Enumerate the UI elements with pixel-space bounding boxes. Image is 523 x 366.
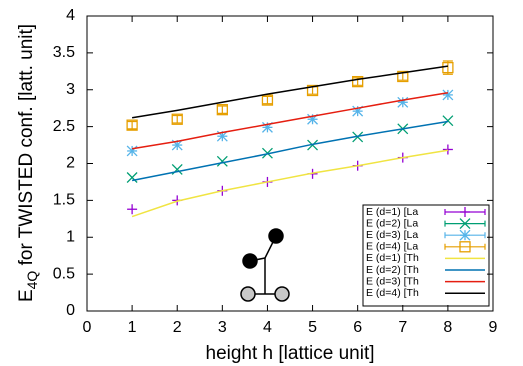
marker xyxy=(216,130,228,142)
marker xyxy=(442,115,454,127)
error-bar xyxy=(127,120,138,130)
legend-label: E (d=2) [Th xyxy=(366,264,419,276)
x-tick-label: 2 xyxy=(173,319,182,336)
y-label-rest: for TWISTED conf. [latt. unit] xyxy=(16,24,37,271)
marker xyxy=(126,172,138,183)
marker-stroke xyxy=(171,139,183,151)
error-bar xyxy=(262,95,273,105)
marker-square xyxy=(459,241,471,253)
legend-label: E (d=3) [Th xyxy=(366,275,419,287)
legend-marker xyxy=(460,207,470,217)
marker-square xyxy=(126,119,138,131)
marker xyxy=(127,204,138,215)
y-tick-label: 0 xyxy=(66,302,75,319)
marker xyxy=(171,113,183,125)
marker-square xyxy=(397,70,409,83)
legend-marker xyxy=(459,229,471,241)
y-label-main: E xyxy=(16,289,37,302)
theory-line xyxy=(131,120,449,182)
legend-box xyxy=(362,204,490,307)
marker xyxy=(216,155,228,167)
legend-swatch xyxy=(444,243,486,250)
marker-stroke xyxy=(216,155,228,167)
theory-line xyxy=(131,65,448,119)
marker-square xyxy=(261,94,274,106)
legend-label: E (d=1) [La xyxy=(366,206,418,218)
x-tick-label: 5 xyxy=(308,319,317,336)
marker xyxy=(397,70,409,83)
marker xyxy=(216,104,228,116)
legend-label: E (d=1) [Th xyxy=(366,252,419,264)
marker xyxy=(442,144,453,155)
x-tick-label: 9 xyxy=(489,319,498,336)
marker-stroke xyxy=(126,172,138,183)
inset-diagram xyxy=(240,228,290,302)
marker xyxy=(306,84,319,97)
legend-marker xyxy=(459,218,471,230)
x-tick-label: 3 xyxy=(218,319,227,336)
marker xyxy=(261,94,274,106)
marker-stroke xyxy=(442,115,454,127)
marker-stroke xyxy=(216,130,228,142)
y-tick-label: 3.5 xyxy=(53,44,75,61)
x-axis-label: height h [lattice unit] xyxy=(206,343,375,364)
marker-square xyxy=(306,84,319,97)
marker xyxy=(126,119,138,131)
marker-square xyxy=(352,75,364,88)
legend-label: E (d=3) [La xyxy=(366,229,418,241)
marker-stroke xyxy=(459,218,471,230)
legend-marker xyxy=(459,241,471,253)
y-tick-label: 1 xyxy=(66,228,75,245)
y-label-sub: 4Q xyxy=(24,271,40,290)
error-bar xyxy=(217,105,228,114)
x-tick-label: 1 xyxy=(128,319,137,336)
theory-line xyxy=(131,91,449,150)
y-tick-label: 2 xyxy=(66,155,75,172)
x-tick-label: 7 xyxy=(398,319,407,336)
y-tick-label: 3 xyxy=(66,81,75,98)
y-tick-label: 0.5 xyxy=(53,265,75,282)
x-tick-label: 6 xyxy=(353,319,362,336)
marker xyxy=(352,75,364,88)
legend-label: E (d=4) [Th xyxy=(366,287,419,299)
y-tick-label: 4 xyxy=(66,7,75,24)
marker-stroke xyxy=(459,229,471,241)
marker-square xyxy=(171,113,183,125)
x-tick-label: 8 xyxy=(443,319,452,336)
y-axis-label: E4Q for TWISTED conf. [latt. unit] xyxy=(16,24,40,302)
x-tick-label: 0 xyxy=(83,319,92,336)
y-tick-label: 1.5 xyxy=(53,192,75,209)
theory-line xyxy=(131,149,449,218)
marker xyxy=(442,89,454,101)
legend-label: E (d=4) [La xyxy=(366,241,418,253)
legend-label: E (d=2) [La xyxy=(366,217,418,229)
marker-stroke xyxy=(442,89,454,101)
x-tick-label: 4 xyxy=(263,319,272,336)
marker-square xyxy=(216,104,228,116)
error-bar xyxy=(172,114,183,124)
y-tick-label: 2.5 xyxy=(53,118,75,135)
